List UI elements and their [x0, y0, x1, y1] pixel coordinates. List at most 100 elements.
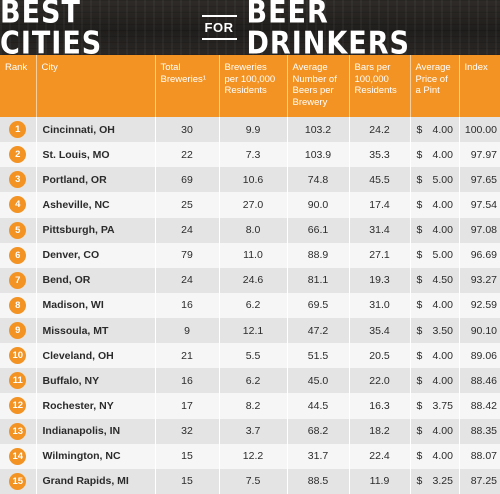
city-cell: Buffalo, NY: [36, 368, 156, 394]
rank-cell: 14: [0, 443, 37, 469]
price-currency: $: [416, 374, 423, 387]
city-cell: Cleveland, OH: [36, 343, 156, 369]
rank-cell: 15: [0, 468, 37, 494]
total-breweries-cell: 17: [155, 393, 220, 419]
index-cell: 97.08: [470, 224, 497, 237]
rank-badge: 2: [9, 146, 27, 164]
price-value: 4.50: [432, 274, 453, 287]
total-breweries-cell: 24: [155, 267, 220, 293]
price-currency: $: [416, 399, 423, 412]
rank-badge: 7: [9, 271, 27, 289]
price-currency: $: [416, 148, 423, 161]
breweries-per-100k-cell: 6.2: [219, 292, 288, 318]
column-header-city: City: [36, 55, 156, 117]
price-cell: $3.75: [410, 393, 460, 419]
rank-cell: 11: [0, 368, 37, 394]
column-header-bars-per-100k: Bars per 100,000 Residents: [349, 55, 411, 117]
breweries-per-100k-cell: 12.2: [219, 443, 288, 469]
price-currency: $: [416, 349, 423, 362]
index-cell: 97.97: [470, 148, 497, 161]
rank-badge: 13: [9, 422, 27, 440]
price-currency: $: [416, 224, 423, 237]
price-currency: $: [416, 173, 423, 186]
index-cell: 90.10: [470, 324, 497, 337]
avg-beers-per-brewery-cell: 74.8: [287, 167, 350, 193]
rank-cell: 8: [0, 292, 37, 318]
total-breweries-cell: 16: [155, 292, 220, 318]
price-value: 4.00: [432, 198, 453, 211]
total-breweries-cell: 32: [155, 418, 220, 444]
bars-per-100k-cell: 19.3: [349, 267, 411, 293]
title-row: BEST CITIES FOR BEER DRINKERS: [0, 0, 500, 55]
price-cell: $4.00: [410, 343, 460, 369]
column-header-breweries-per-100k: Breweries per 100,000 Residents: [219, 55, 288, 117]
bars-per-100k-cell: 17.4: [349, 192, 411, 218]
breweries-per-100k-cell: 12.1: [219, 318, 288, 344]
price-cell: $4.00: [410, 418, 460, 444]
price-value: 4.00: [432, 299, 453, 312]
breweries-per-100k-cell: 10.6: [219, 167, 288, 193]
avg-beers-per-brewery-cell: 103.9: [287, 142, 350, 168]
city-cell: Asheville, NC: [36, 192, 156, 218]
price-value: 3.25: [432, 475, 453, 488]
breweries-per-100k-cell: 3.7: [219, 418, 288, 444]
rank-cell: 13: [0, 418, 37, 444]
price-cell: $4.50: [410, 267, 460, 293]
rank-cell: 2: [0, 142, 37, 168]
total-breweries-cell: 16: [155, 368, 220, 394]
price-value: 4.00: [432, 123, 453, 136]
total-breweries-cell: 24: [155, 217, 220, 243]
rank-badge: 8: [9, 296, 27, 314]
column-header-total-breweries: Total Breweries¹: [155, 55, 220, 117]
price-value: 3.75: [432, 399, 453, 412]
rank-cell: 3: [0, 167, 37, 193]
avg-beers-per-brewery-cell: 44.5: [287, 393, 350, 419]
city-cell: Wilmington, NC: [36, 443, 156, 469]
city-cell: Rochester, NY: [36, 393, 156, 419]
table-row: 2 St. Louis, MO 22 7.3 103.9 35.3 $4.00 97.97: [0, 142, 500, 168]
bars-per-100k-cell: 24.2: [349, 117, 411, 143]
breweries-per-100k-cell: 6.2: [219, 368, 288, 394]
bars-per-100k-cell: 27.1: [349, 242, 411, 268]
avg-beers-per-brewery-cell: 103.2: [287, 117, 350, 143]
rank-cell: 10: [0, 343, 37, 369]
breweries-per-100k-cell: 8.0: [219, 217, 288, 243]
index-cell: 87.25: [470, 475, 497, 488]
bars-per-100k-cell: 35.4: [349, 318, 411, 344]
column-header-avg-price-pint: Average Price of a Pint: [410, 55, 460, 117]
city-cell: Madison, WI: [36, 292, 156, 318]
price-cell: $3.25: [410, 468, 460, 494]
price-value: 5.00: [432, 249, 453, 262]
total-breweries-cell: 22: [155, 142, 220, 168]
total-breweries-cell: 15: [155, 468, 220, 494]
rank-badge: 11: [9, 372, 27, 390]
bars-per-100k-cell: 22.0: [349, 368, 411, 394]
table-row: 13 Indianapolis, IN 32 3.7 68.2 18.2 $4.00 88.3…: [0, 418, 500, 444]
avg-beers-per-brewery-cell: 69.5: [287, 292, 350, 318]
city-cell: Denver, CO: [36, 242, 156, 268]
rank-badge: 6: [9, 246, 27, 264]
price-value: 4.00: [432, 374, 453, 387]
index-cell: 100.00: [464, 123, 497, 136]
price-cell: $5.00: [410, 167, 460, 193]
avg-beers-per-brewery-cell: 88.9: [287, 242, 350, 268]
title-connector: FOR: [201, 15, 237, 40]
price-currency: $: [416, 198, 423, 211]
index-cell: 97.54: [470, 198, 497, 211]
total-breweries-cell: 25: [155, 192, 220, 218]
total-breweries-cell: 21: [155, 343, 220, 369]
city-cell: Cincinnati, OH: [36, 117, 156, 143]
total-breweries-cell: 79: [155, 242, 220, 268]
header-row: Rank City Total Breweries¹ Breweries per…: [0, 55, 500, 117]
rank-badge: 1: [9, 121, 27, 139]
price-value: 3.50: [432, 324, 453, 337]
table-row: 7 Bend, OR 24 24.6 81.1 19.3 $4.50 93.27: [0, 267, 500, 293]
price-currency: $: [416, 450, 423, 463]
price-cell: $4.00: [410, 292, 460, 318]
city-cell: Portland, OR: [36, 167, 156, 193]
index-cell: 88.42: [470, 399, 497, 412]
title-banner: BEST CITIES FOR BEER DRINKERS: [0, 0, 500, 55]
city-cell: Grand Rapids, MI: [36, 468, 156, 494]
table-row: 9 Missoula, MT 9 12.1 47.2 35.4 $3.50 90.10: [0, 318, 500, 344]
index-cell: 92.59: [470, 299, 497, 312]
